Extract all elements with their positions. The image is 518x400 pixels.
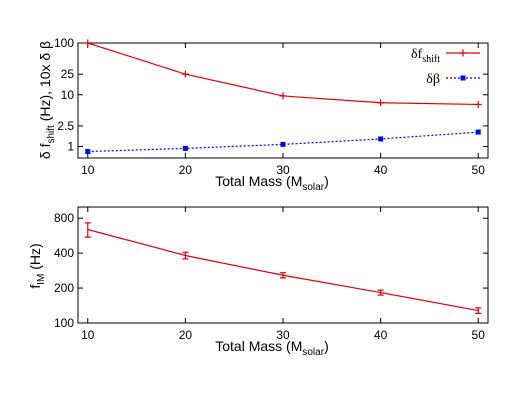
bottom-x-tick-label: 20 — [179, 328, 193, 342]
bottom-series-0-line — [87, 228, 479, 312]
top-y-tick-label: 10 — [61, 88, 75, 102]
top-legend-label-0: δfshift — [411, 47, 440, 65]
top-legend-label-1: δβ — [426, 72, 440, 87]
top-y-tick-label: 2.5 — [57, 119, 74, 133]
top-x-tick-label: 40 — [374, 163, 388, 177]
top-y-tick-label: 25 — [61, 67, 75, 81]
bottom-tick-labels: 10 20 30 40 50 800 400 200 100 — [54, 211, 485, 342]
top-ticks — [78, 42, 488, 158]
bottom-plot-frame — [77, 206, 489, 324]
bottom-y-tick-label: 200 — [54, 281, 74, 295]
bottom-y-axis-label: fIM (Hz) — [27, 243, 47, 288]
bottom-series-0-errorbar — [182, 251, 189, 260]
top-series-1-point — [280, 141, 286, 147]
bottom-series — [84, 222, 482, 314]
top-series-1-point — [85, 149, 91, 155]
top-series-1-point — [475, 129, 481, 135]
bottom-series-0-errorbar — [84, 222, 91, 238]
bottom-y-tick-label: 100 — [54, 316, 74, 330]
top-series-0-point — [279, 92, 287, 100]
top-legend: δfshift δβ — [411, 47, 480, 87]
bottom-x-tick-label: 50 — [472, 328, 486, 342]
top-y-axis-label: δ fshift (Hz), 10x δ β — [37, 41, 57, 159]
top-series-1-point — [182, 145, 188, 151]
top-y-tick-label: 1 — [67, 140, 74, 154]
top-series-0-point — [181, 70, 189, 78]
top-x-tick-label: 50 — [472, 163, 486, 177]
bottom-x-tick-label: 10 — [81, 328, 95, 342]
top-x-tick-label: 10 — [81, 163, 95, 177]
bottom-ticks — [78, 207, 488, 324]
top-series-0-point — [84, 39, 92, 47]
top-series-0-point — [474, 100, 482, 108]
top-legend-marker-1 — [460, 75, 466, 81]
top-x-tick-label: 20 — [179, 163, 193, 177]
bottom-series-0-errorbar — [280, 272, 286, 279]
bottom-chart-panel: 10 20 30 40 50 800 400 200 100 Total Mass (Msola… — [27, 206, 489, 358]
top-series-0-point — [377, 99, 385, 107]
top-series-1-line — [87, 131, 479, 153]
bottom-y-tick-label: 800 — [54, 211, 74, 225]
bottom-x-tick-label: 30 — [276, 328, 290, 342]
bottom-x-tick-label: 40 — [374, 328, 388, 342]
top-x-axis-label: Total Mass (Msolar) — [215, 173, 328, 193]
bottom-y-tick-label: 400 — [54, 246, 74, 260]
top-x-tick-label: 30 — [276, 163, 290, 177]
top-tick-labels: 10 20 30 40 50 100 25 10 2.5 1 — [54, 36, 485, 177]
top-series-1-point — [378, 136, 384, 142]
top-y-tick-label: 100 — [54, 36, 74, 50]
bottom-x-axis-label: Total Mass (Msolar) — [215, 338, 328, 358]
bottom-series-0-errorbar — [377, 289, 384, 296]
top-legend-marker-0 — [459, 49, 467, 57]
top-chart-panel: 10 20 30 40 50 100 25 10 2.5 1 δfshift δβ Total Ma… — [37, 36, 489, 193]
bottom-series-0-errorbar — [475, 307, 482, 314]
top-series — [84, 39, 482, 155]
